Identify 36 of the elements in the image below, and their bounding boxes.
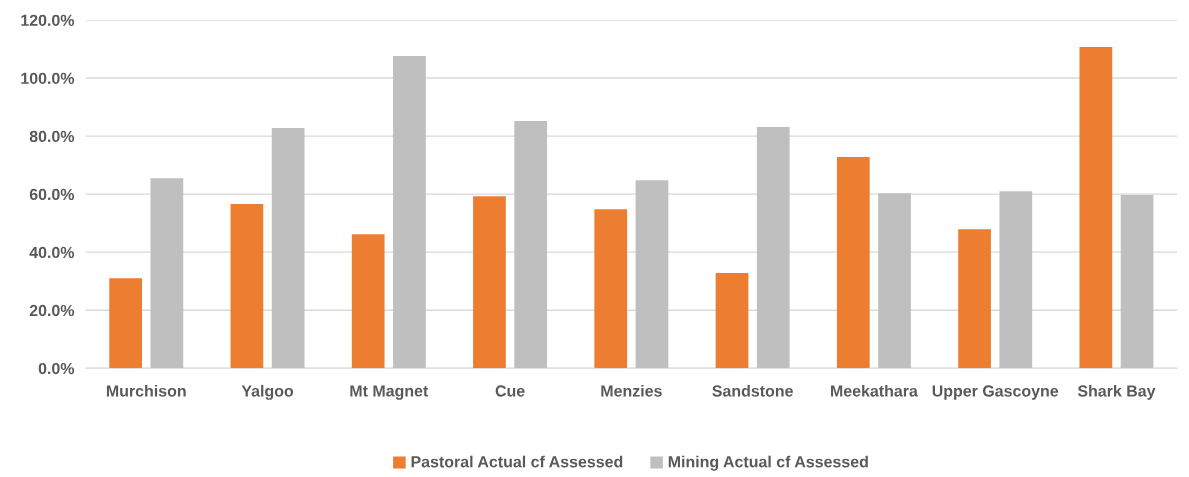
bar bbox=[878, 193, 911, 369]
bar bbox=[594, 209, 628, 369]
bar bbox=[958, 229, 991, 369]
bar bbox=[351, 234, 385, 369]
bar bbox=[635, 180, 669, 369]
y-tick-label: 20.0% bbox=[29, 304, 75, 317]
bar bbox=[1120, 195, 1154, 369]
bar bbox=[150, 178, 184, 369]
bar bbox=[230, 204, 264, 369]
x-tick-label: Shark Bay bbox=[1077, 384, 1156, 400]
y-tick-label: 120.0% bbox=[21, 14, 75, 26]
x-tick-label: Menzies bbox=[601, 384, 662, 397]
bar bbox=[756, 127, 790, 369]
y-tick-label: 40.0% bbox=[29, 246, 75, 259]
bar bbox=[836, 157, 870, 369]
x-tick-label: Yalgoo bbox=[241, 384, 294, 400]
x-tick-label: Murchison bbox=[106, 384, 186, 397]
bar bbox=[715, 273, 749, 369]
bar bbox=[109, 278, 142, 369]
legend-label: Pastoral Actual cf Assessed bbox=[411, 455, 623, 468]
x-tick-label: Sandstone bbox=[712, 384, 793, 397]
y-tick-label: 60.0% bbox=[29, 188, 75, 201]
bar bbox=[271, 127, 305, 369]
bar bbox=[999, 191, 1033, 369]
x-tick-label: Mt Magnet bbox=[350, 385, 429, 400]
x-tick-label: Cue bbox=[495, 385, 525, 397]
y-tick-label: 80.0% bbox=[29, 130, 75, 143]
bar bbox=[393, 56, 426, 369]
x-tick-label: Meekathara bbox=[831, 384, 918, 397]
x-tick-label: Upper Gascoyne bbox=[932, 385, 1059, 400]
y-tick-label: 100.0% bbox=[21, 72, 75, 85]
bar bbox=[473, 196, 506, 369]
bar bbox=[514, 121, 548, 369]
y-tick-label: 0.0% bbox=[38, 362, 75, 375]
bar bbox=[1079, 47, 1113, 369]
legend-label: Mining Actual cf Assessed bbox=[668, 455, 868, 471]
